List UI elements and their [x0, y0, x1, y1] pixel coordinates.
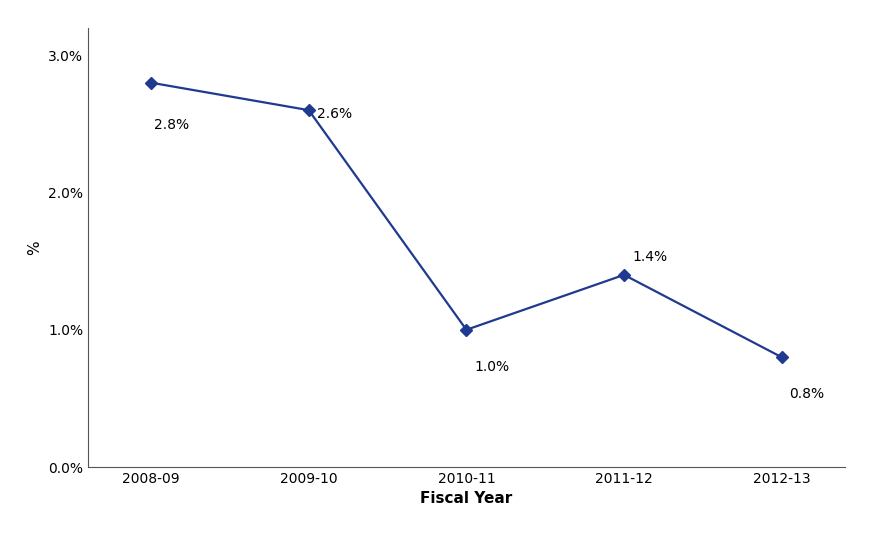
- Text: 1.4%: 1.4%: [632, 250, 667, 264]
- X-axis label: Fiscal Year: Fiscal Year: [421, 492, 512, 507]
- Text: 1.0%: 1.0%: [474, 360, 510, 374]
- Y-axis label: %: %: [27, 240, 42, 255]
- Text: 2.6%: 2.6%: [317, 107, 352, 121]
- Text: 2.8%: 2.8%: [154, 118, 189, 132]
- Text: 0.8%: 0.8%: [789, 388, 825, 401]
